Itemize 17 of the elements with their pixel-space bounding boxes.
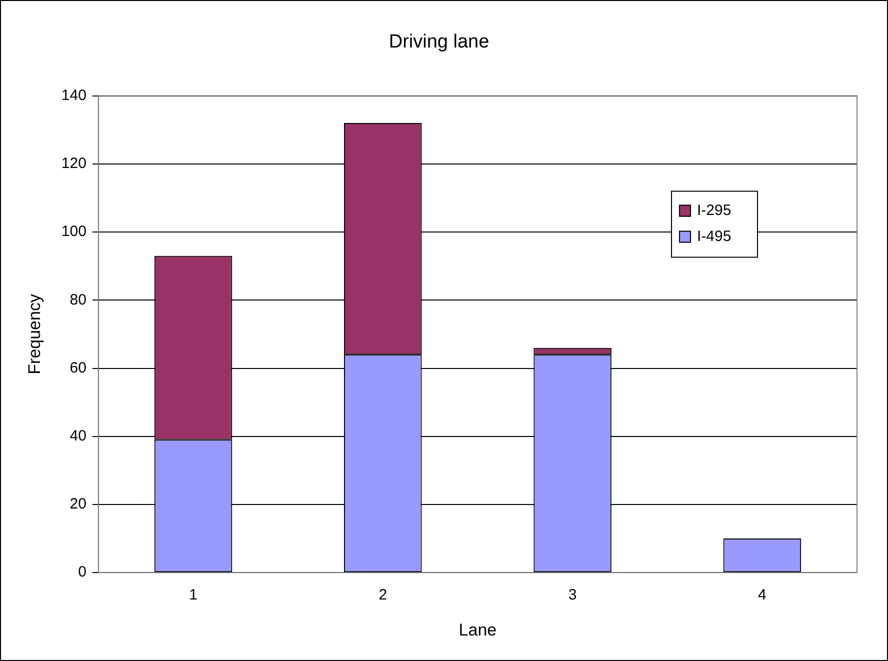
y-tick-label: 120	[61, 155, 86, 172]
x-tick-label: 2	[378, 586, 388, 604]
y-tick-label: 40	[70, 428, 86, 445]
x-tick-label: 4	[758, 586, 766, 604]
x-tick-label: 3	[568, 586, 577, 604]
chart-title: Driving lane	[388, 32, 490, 53]
y-tick-label: 0	[78, 564, 86, 581]
legend-label: I-295	[697, 202, 732, 219]
legend-label: I-495	[697, 228, 732, 245]
y-tick-label: 20	[70, 496, 86, 513]
y-tick-label: 60	[70, 359, 86, 376]
y-axis-title: Frequency	[24, 294, 44, 374]
y-tick-label: 80	[70, 291, 86, 308]
y-tick-label: 140	[61, 86, 86, 104]
x-tick-label: 1	[189, 586, 198, 604]
x-axis-title: Lane	[458, 620, 497, 640]
y-tick-label: 100	[61, 223, 86, 240]
